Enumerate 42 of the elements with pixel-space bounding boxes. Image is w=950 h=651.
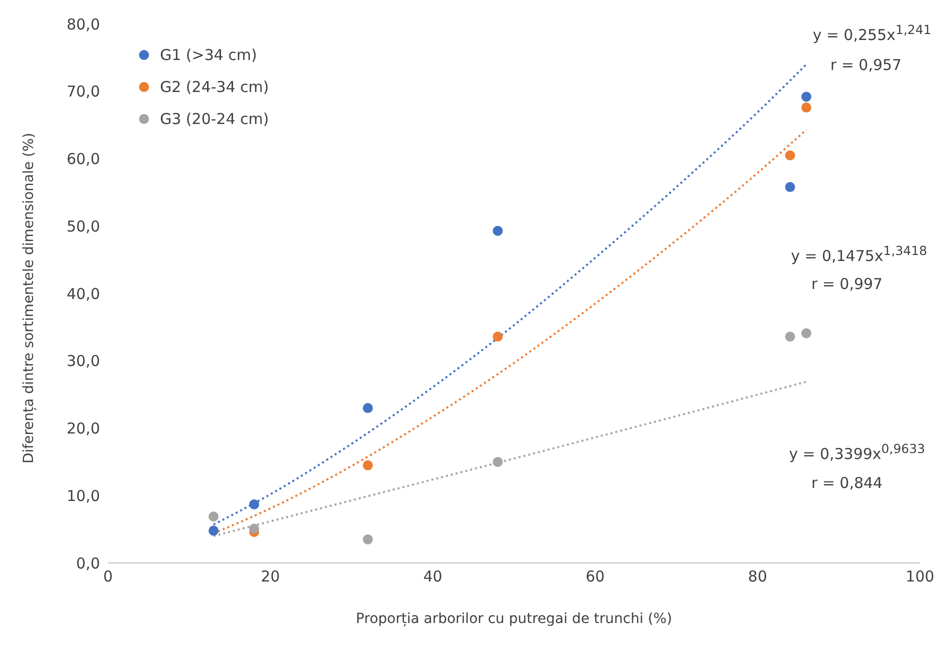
annotation: r = 0,997: [811, 275, 883, 293]
annotation: r = 0,844: [811, 474, 883, 492]
point: [801, 92, 812, 102]
x-tick-label: 100: [906, 568, 934, 586]
y-tick-label: 30,0: [66, 352, 100, 370]
point: [362, 403, 373, 414]
y-tick-label: 50,0: [66, 217, 100, 236]
y-tick-label: 60,0: [66, 150, 100, 168]
point: [492, 456, 503, 467]
point: [785, 150, 796, 160]
point: [249, 524, 260, 534]
x-tick-label: 0: [103, 568, 113, 586]
x-tick-label: 80: [748, 568, 768, 586]
annotation: r = 0,957: [830, 56, 902, 74]
point: [208, 526, 219, 536]
y-tick-label: 80,0: [66, 15, 100, 34]
legend-label: G1 (>34 cm): [160, 46, 257, 64]
point: [492, 332, 503, 342]
y-tick-label: 10,0: [66, 486, 100, 505]
y-tick-label: 0,0: [76, 554, 100, 572]
legend-label: G3 (20-24 cm): [160, 110, 269, 128]
x-tick-label: 20: [260, 568, 280, 586]
point: [208, 512, 219, 522]
y-axis-title: Diferența dintre sortimentele dimensionale (%): [20, 132, 37, 464]
annotation: y = 0,255x$^{1,241}$: [812, 22, 932, 44]
point: [801, 328, 812, 338]
point: [492, 226, 503, 236]
point: [362, 534, 373, 544]
y-tick-label: 70,0: [66, 82, 100, 101]
point: [801, 102, 812, 113]
x-tick-label: 40: [423, 568, 442, 586]
x-axis-title: Proporția arborilor cu putregai de trunchi (%): [356, 611, 672, 627]
legend-label: G2 (24-34 cm): [160, 78, 269, 96]
y-tick-label: 20,0: [66, 420, 100, 438]
annotation: y = 0,1475x$^{1,3418}$: [790, 243, 928, 265]
point: [249, 499, 260, 510]
x-tick-label: 60: [586, 568, 605, 586]
point: [362, 460, 373, 470]
annotation: y = 0,3399x$^{0,9633}$: [788, 441, 926, 463]
point: [785, 332, 796, 342]
y-tick-label: 40,0: [66, 284, 100, 303]
point: [785, 182, 796, 192]
